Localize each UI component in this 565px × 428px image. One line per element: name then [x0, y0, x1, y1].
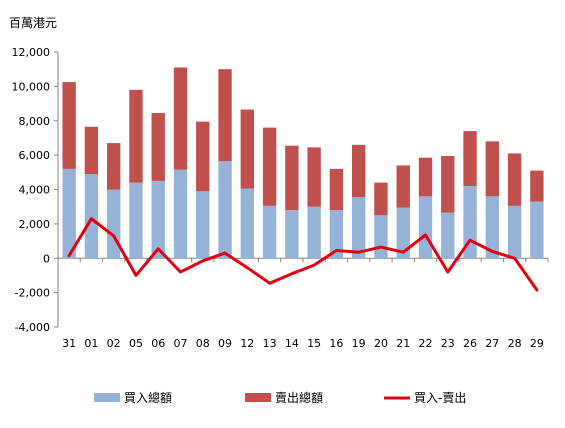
- x-tick-label: 16: [329, 337, 343, 350]
- x-tick-label: 06: [151, 337, 165, 350]
- x-tick-label: 22: [419, 337, 433, 350]
- bar-sell: [285, 145, 299, 211]
- bar-buy: [196, 191, 210, 259]
- x-tick-label: 15: [307, 337, 321, 350]
- bar-sell: [84, 126, 99, 175]
- x-tick-label: 02: [107, 337, 121, 350]
- y-unit-label: 百萬港元: [9, 16, 58, 30]
- bar-sell: [151, 113, 165, 181]
- x-tick-label: 29: [530, 337, 544, 350]
- x-tick-label: 20: [374, 337, 388, 350]
- bar-sell: [307, 147, 321, 207]
- bar-sell: [107, 143, 121, 190]
- bar-buy: [107, 189, 121, 259]
- bar-buy: [84, 174, 99, 259]
- y-tick-label: 6,000: [19, 149, 51, 162]
- x-tick-label: 01: [84, 337, 98, 350]
- bar-sell: [374, 182, 388, 216]
- legend-net-label: 買入-賣出: [414, 390, 466, 405]
- x-tick-label: 05: [129, 337, 143, 350]
- bar-buy: [129, 182, 143, 259]
- legend-sell-label: 賣出總額: [275, 390, 323, 405]
- x-tick-label: 27: [485, 337, 499, 350]
- bar-buy: [307, 206, 321, 259]
- y-tick-label: 8,000: [19, 115, 51, 128]
- bar-sell: [262, 127, 277, 206]
- bar-sell: [240, 109, 254, 189]
- bar-sell: [530, 170, 544, 202]
- bar-buy: [530, 201, 544, 259]
- x-tick-label: 21: [396, 337, 410, 350]
- bar-sell: [129, 89, 143, 183]
- x-tick-label: 12: [240, 337, 254, 350]
- bar-buy: [262, 205, 277, 259]
- y-tick-label: 0: [43, 252, 50, 265]
- y-tick-label: 12,000: [12, 46, 51, 59]
- bar-buy: [352, 197, 366, 259]
- y-tick-label: -2,000: [15, 287, 50, 300]
- bar-sell: [441, 155, 455, 213]
- x-tick-label: 08: [196, 337, 210, 350]
- bar-sell: [218, 69, 232, 162]
- bar-buy: [173, 169, 188, 259]
- bar-sell: [196, 121, 210, 192]
- bar-sell: [62, 82, 76, 169]
- legend-sell-swatch: [245, 393, 271, 402]
- x-tick-label: 07: [174, 337, 188, 350]
- legend-buy-label: 買入總額: [124, 390, 172, 405]
- x-tick-label: 28: [508, 337, 522, 350]
- bar-buy: [441, 212, 455, 259]
- bar-sell: [329, 168, 344, 211]
- x-tick-label: 13: [263, 337, 277, 350]
- x-tick-label: 26: [463, 337, 477, 350]
- legend-buy-swatch: [94, 393, 120, 402]
- bar-sell: [352, 144, 366, 198]
- bar-sell: [507, 153, 522, 206]
- bar-buy: [218, 161, 232, 259]
- x-tick-label: 09: [218, 337, 232, 350]
- bar-buy: [151, 180, 165, 259]
- bar-buy: [240, 188, 254, 259]
- y-tick-label: 4,000: [19, 184, 51, 197]
- y-tick-label: -4,000: [15, 321, 50, 334]
- bar-buy: [285, 210, 299, 259]
- bar-sell: [396, 165, 410, 208]
- bar-sell: [485, 141, 499, 197]
- bar-buy: [507, 205, 522, 259]
- x-tick-label: 19: [352, 337, 366, 350]
- bar-buy: [62, 168, 76, 259]
- bar-sell: [418, 157, 433, 197]
- line-net: [67, 217, 539, 292]
- bar-buy: [374, 215, 388, 259]
- x-tick-label: 31: [62, 337, 76, 350]
- x-tick-label: 14: [285, 337, 299, 350]
- bar-buy: [418, 196, 433, 259]
- bar-buy: [485, 196, 499, 259]
- bar-buy: [396, 207, 410, 259]
- y-tick-label: 2,000: [19, 218, 51, 231]
- x-tick-label: 23: [441, 337, 455, 350]
- bar-buy: [329, 210, 344, 259]
- bar-buy: [463, 186, 477, 259]
- y-tick-label: 10,000: [12, 80, 51, 93]
- bar-sell: [173, 67, 188, 170]
- bar-sell: [463, 131, 477, 187]
